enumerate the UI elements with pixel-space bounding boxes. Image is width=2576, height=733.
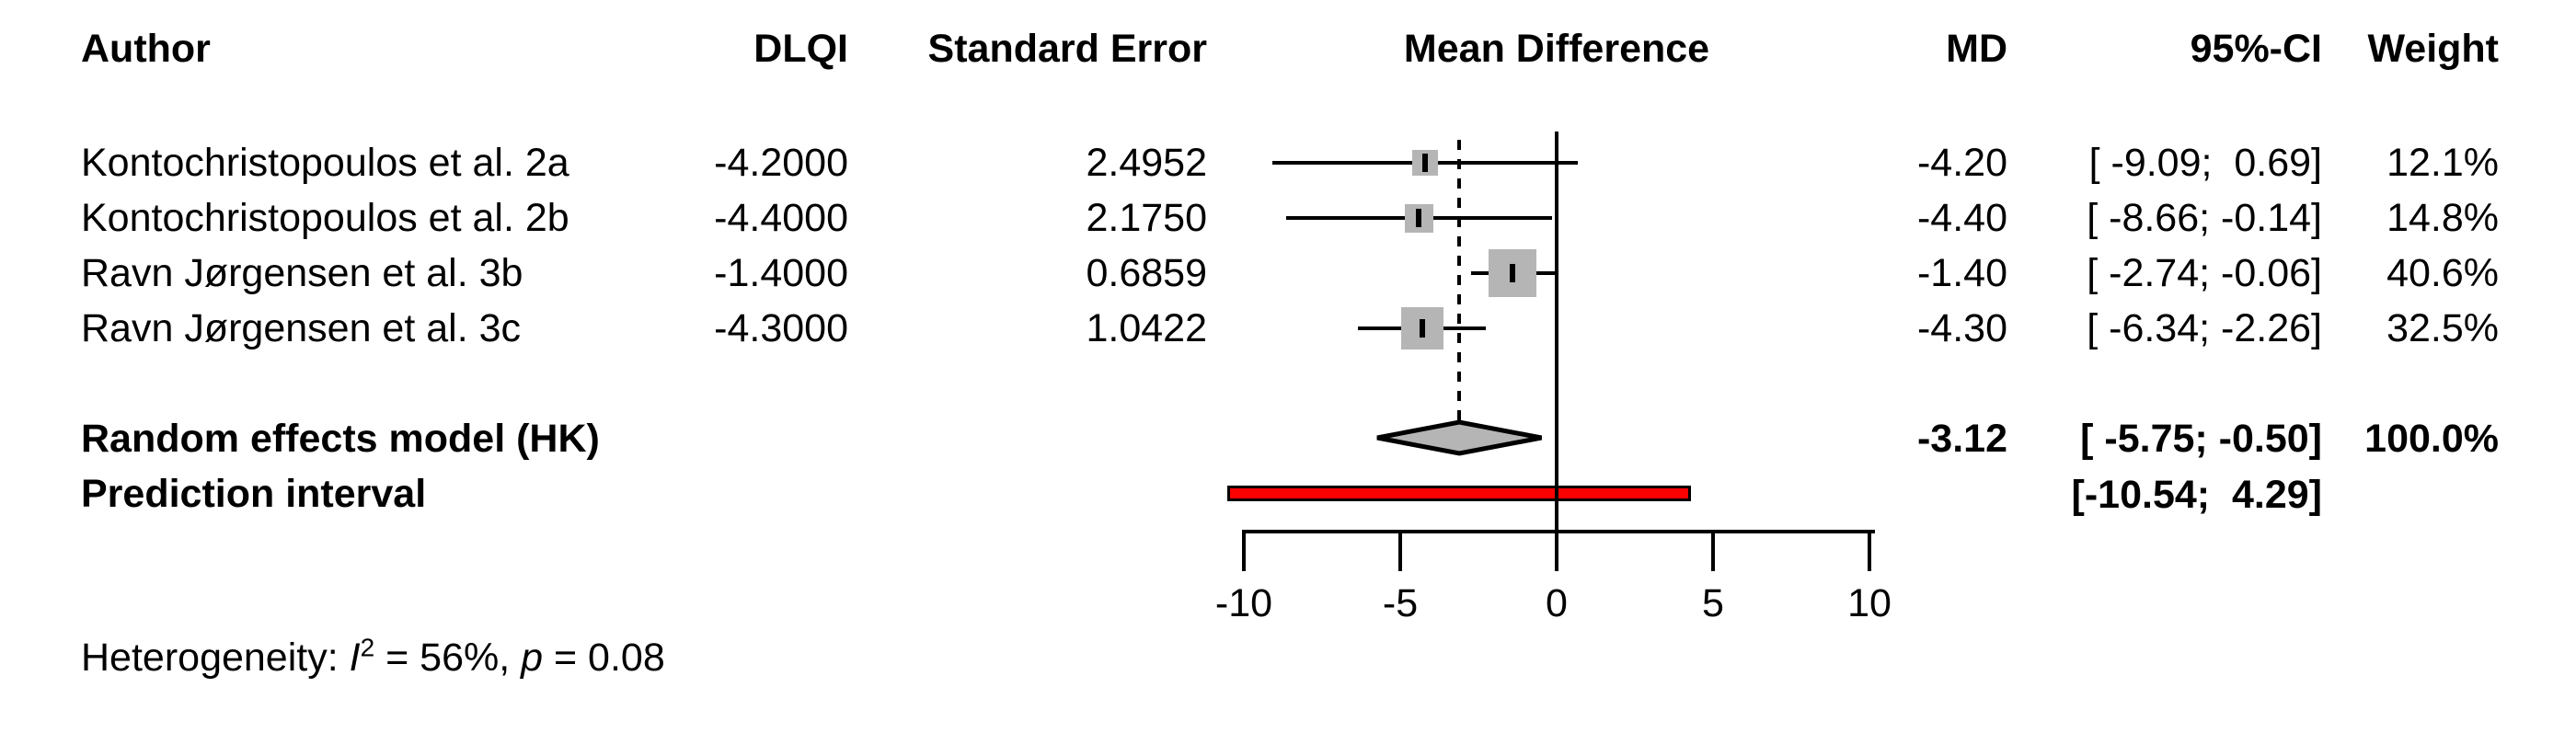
- author-cell: Ravn Jørgensen et al. 3c: [81, 306, 522, 350]
- weight-cell: 32.5%: [2386, 306, 2499, 350]
- summary-diamond-shape: [1376, 419, 1542, 456]
- col-header-ci: 95%-CI: [2190, 27, 2322, 71]
- col-header-mean-difference: Mean Difference: [1403, 27, 1710, 71]
- pooled-effect-dashed-line: [1456, 140, 1461, 422]
- author-cell: Kontochristopoulos et al. 2a: [81, 141, 569, 185]
- ci-cell: [ -6.34; -2.26]: [2087, 306, 2322, 350]
- i-squared-value: = 56%,: [374, 636, 522, 680]
- zero-reference-line: [1555, 132, 1558, 571]
- point-estimate-marker: [1510, 264, 1516, 282]
- x-axis-tick: [1711, 530, 1715, 571]
- summary-md: -3.12: [1916, 417, 2007, 461]
- heterogeneity-prefix: Heterogeneity:: [81, 636, 350, 680]
- x-axis-line: [1242, 530, 1875, 533]
- author-cell: Kontochristopoulos et al. 2b: [81, 196, 569, 240]
- x-axis-tick: [1242, 530, 1246, 571]
- md-cell: -4.30: [1916, 306, 2007, 350]
- x-axis-tick-label: -10: [1214, 581, 1273, 625]
- prediction-ci: [-10.54; 4.29]: [2071, 473, 2322, 517]
- p-symbol: p: [521, 636, 544, 680]
- se-cell: 0.6859: [1086, 251, 1207, 295]
- x-axis-tick-label: 0: [1546, 581, 1568, 625]
- dlqi-cell: -4.2000: [714, 141, 848, 185]
- weight-cell: 40.6%: [2386, 251, 2499, 295]
- ci-cell: [ -9.09; 0.69]: [2088, 141, 2322, 185]
- col-header-standard-error: Standard Error: [927, 27, 1207, 71]
- weight-cell: 14.8%: [2386, 196, 2499, 240]
- i-squared-exponent: 2: [360, 633, 375, 662]
- md-cell: -4.20: [1916, 141, 2007, 185]
- col-header-dlqi: DLQI: [753, 27, 848, 71]
- se-cell: 1.0422: [1086, 306, 1207, 350]
- i-squared-symbol: I: [349, 636, 361, 680]
- summary-label: Random effects model (HK): [81, 417, 600, 461]
- summary-weight: 100.0%: [2364, 417, 2499, 461]
- x-axis-tick: [1868, 530, 1871, 571]
- weight-cell: 12.1%: [2386, 141, 2499, 185]
- prediction-label: Prediction interval: [81, 472, 427, 516]
- summary-diamond: [1376, 419, 1542, 456]
- md-cell: -1.40: [1916, 251, 2007, 295]
- x-axis-tick-label: 10: [1847, 581, 1892, 625]
- col-header-weight: Weight: [2367, 27, 2499, 71]
- x-axis-tick: [1398, 530, 1402, 571]
- col-header-md: MD: [1946, 27, 2007, 71]
- x-axis-tick-label: 5: [1702, 581, 1724, 625]
- point-estimate-marker: [1419, 319, 1425, 338]
- md-cell: -4.40: [1916, 196, 2007, 240]
- dlqi-cell: -4.3000: [714, 306, 848, 350]
- se-cell: 2.1750: [1086, 196, 1207, 240]
- col-header-author: Author: [81, 27, 211, 71]
- x-axis-tick-label: -5: [1382, 581, 1419, 625]
- ci-cell: [ -2.74; -0.06]: [2087, 251, 2322, 295]
- point-estimate-marker: [1416, 209, 1422, 227]
- summary-ci: [ -5.75; -0.50]: [2080, 417, 2322, 461]
- prediction-interval-bar: [1226, 486, 1691, 501]
- author-cell: Ravn Jørgensen et al. 3b: [81, 251, 523, 295]
- p-value: = 0.08: [543, 636, 665, 680]
- heterogeneity-note: Heterogeneity: I2 = 56%, p = 0.08: [81, 633, 665, 682]
- ci-cell: [ -8.66; -0.14]: [2087, 196, 2322, 240]
- dlqi-cell: -1.4000: [714, 251, 848, 295]
- dlqi-cell: -4.4000: [714, 196, 848, 240]
- se-cell: 2.4952: [1086, 141, 1207, 185]
- point-estimate-marker: [1422, 154, 1429, 172]
